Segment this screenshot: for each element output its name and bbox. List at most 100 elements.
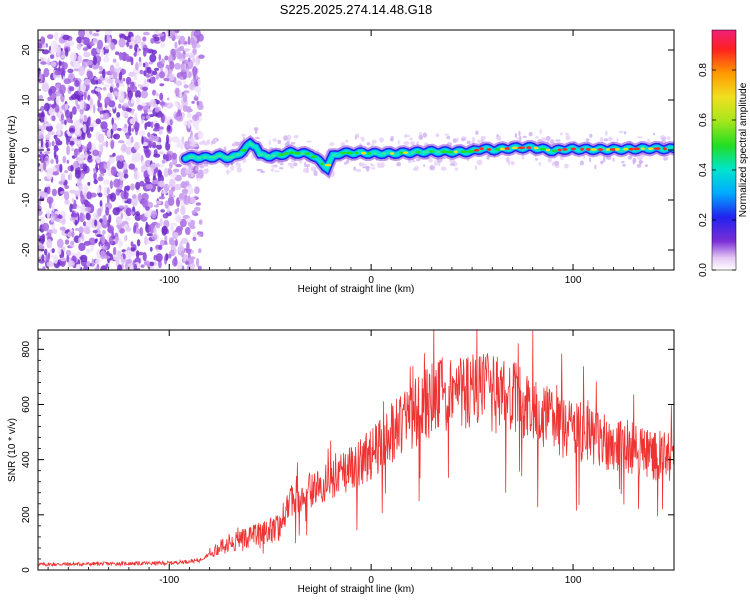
top-x-tick-label: 0 <box>368 275 374 286</box>
heatmap-speckle <box>362 166 368 169</box>
heatmap-noise-cell <box>82 163 88 172</box>
heatmap-noise-cell <box>41 124 47 131</box>
heatmap-noise-cell <box>174 183 182 191</box>
heatmap-noise-cell <box>152 89 157 96</box>
heatmap-noise-cell <box>76 155 84 165</box>
bottom-y-axis-label: SNR (10 * v/v) <box>7 418 18 482</box>
heatmap-noise-cell <box>55 90 61 97</box>
heatmap-noise-cell <box>78 226 84 235</box>
heatmap-noise-cell <box>125 185 131 191</box>
heatmap-noise-cell <box>131 108 135 116</box>
heatmap-speckle <box>360 137 363 140</box>
heatmap-noise-cell <box>98 133 105 143</box>
heatmap-noise-cell <box>86 261 91 268</box>
heatmap-speckle <box>528 131 533 137</box>
heatmap-noise-cell <box>64 229 70 234</box>
heatmap-noise-cell <box>96 234 103 238</box>
heatmap-speckle <box>552 161 555 167</box>
heatmap-noise-cell <box>57 214 63 219</box>
heatmap-noise-cell <box>117 264 123 270</box>
heatmap-noise-cell <box>85 248 91 254</box>
heatmap-speckle <box>353 166 356 171</box>
ridge-hotspot <box>640 147 645 151</box>
heatmap-noise-cell <box>188 71 192 79</box>
heatmap-speckle <box>497 135 502 142</box>
heatmap-noise-cell <box>54 104 60 113</box>
heatmap-noise-cell <box>83 78 91 85</box>
bottom-y-tick-label: 200 <box>21 506 32 523</box>
heatmap-speckle <box>660 135 666 139</box>
heatmap-speckle <box>354 134 357 140</box>
heatmap-noise-cell <box>98 66 103 71</box>
ridge-hotspot <box>586 148 591 151</box>
ridge-hotspot <box>403 151 409 155</box>
heatmap-noise-cell <box>103 109 110 114</box>
heatmap-noise-cell <box>60 55 66 59</box>
heatmap-noise-cell <box>67 260 75 268</box>
heatmap-noise-cell <box>125 107 132 112</box>
heatmap-noise-cell <box>154 106 160 113</box>
heatmap-noise-cell <box>152 141 157 148</box>
heatmap-noise-cell <box>160 42 166 49</box>
heatmap-noise-cell <box>115 62 120 68</box>
heatmap-noise-cell <box>128 124 132 134</box>
heatmap-noise-cell <box>160 164 164 168</box>
heatmap-noise-cell <box>69 111 73 120</box>
heatmap-noise-cell <box>65 103 69 110</box>
colorbar-tick-label: 0.4 <box>698 163 709 177</box>
heatmap-noise-cell <box>164 55 169 61</box>
heatmap-speckle <box>585 138 590 142</box>
heatmap-noise-cell <box>81 233 85 242</box>
heatmap-noise-cell <box>141 198 148 208</box>
ridge-hotspot <box>283 152 289 155</box>
heatmap-noise-cell <box>144 176 150 183</box>
top-y-axis-label: Frequency (Hz) <box>7 116 18 185</box>
heatmap-noise-cell <box>153 153 161 158</box>
heatmap-noise-cell <box>164 200 169 209</box>
heatmap-noise-cell <box>101 81 104 85</box>
heatmap-noise-cell <box>78 242 86 252</box>
heatmap-noise-cell <box>137 193 142 202</box>
ridge-hotspot <box>440 150 448 154</box>
heatmap-noise-cell <box>135 61 139 71</box>
heatmap-noise-cell <box>143 260 150 266</box>
heatmap-noise-cell <box>41 82 50 93</box>
heatmap-noise-cell <box>54 212 57 222</box>
heatmap-noise-cell <box>40 105 45 112</box>
heatmap-noise-cell <box>136 263 140 268</box>
heatmap-speckle <box>405 134 411 138</box>
heatmap-noise-cell <box>141 116 146 120</box>
heatmap-noise-cell <box>192 236 197 242</box>
heatmap-noise-cell <box>109 157 115 164</box>
heatmap-noise-cell <box>135 250 140 259</box>
heatmap-noise-cell <box>65 249 72 256</box>
heatmap-noise-cell <box>196 257 200 267</box>
heatmap-noise-cell <box>174 41 178 49</box>
heatmap-noise-cell <box>109 180 113 190</box>
heatmap-noise-cell <box>186 242 190 252</box>
heatmap-speckle <box>280 162 284 166</box>
ridge-hotspot <box>499 147 506 151</box>
colorbar: 0.0 0.2 0.4 0.6 0.8 Normalized spectral ampl… <box>698 29 749 277</box>
heatmap-noise-cell <box>113 116 121 121</box>
heatmap-noise-cell <box>105 45 109 50</box>
heatmap-speckle <box>589 157 592 163</box>
heatmap-noise-cell <box>69 140 75 146</box>
ridge-hotspot <box>324 163 332 167</box>
heatmap-noise-cell <box>103 163 108 170</box>
heatmap-noise-cell <box>192 114 200 122</box>
heatmap-speckle <box>636 136 643 139</box>
heatmap-noise-cell <box>159 239 166 246</box>
ridge-hotspot <box>346 151 353 155</box>
heatmap-noise-cell <box>89 30 93 35</box>
heatmap-noise-cell <box>146 121 152 127</box>
heatmap-noise-cell <box>175 163 182 168</box>
ridge-hotspot <box>453 150 458 154</box>
heatmap-noise-cell <box>174 62 182 70</box>
heatmap-speckle <box>476 159 483 166</box>
heatmap-noise-cell <box>109 192 117 202</box>
heatmap-speckle <box>535 158 538 161</box>
heatmap-noise-cell <box>38 125 43 130</box>
heatmap-noise-cell <box>51 171 60 176</box>
heatmap-noise-cell <box>132 153 140 163</box>
